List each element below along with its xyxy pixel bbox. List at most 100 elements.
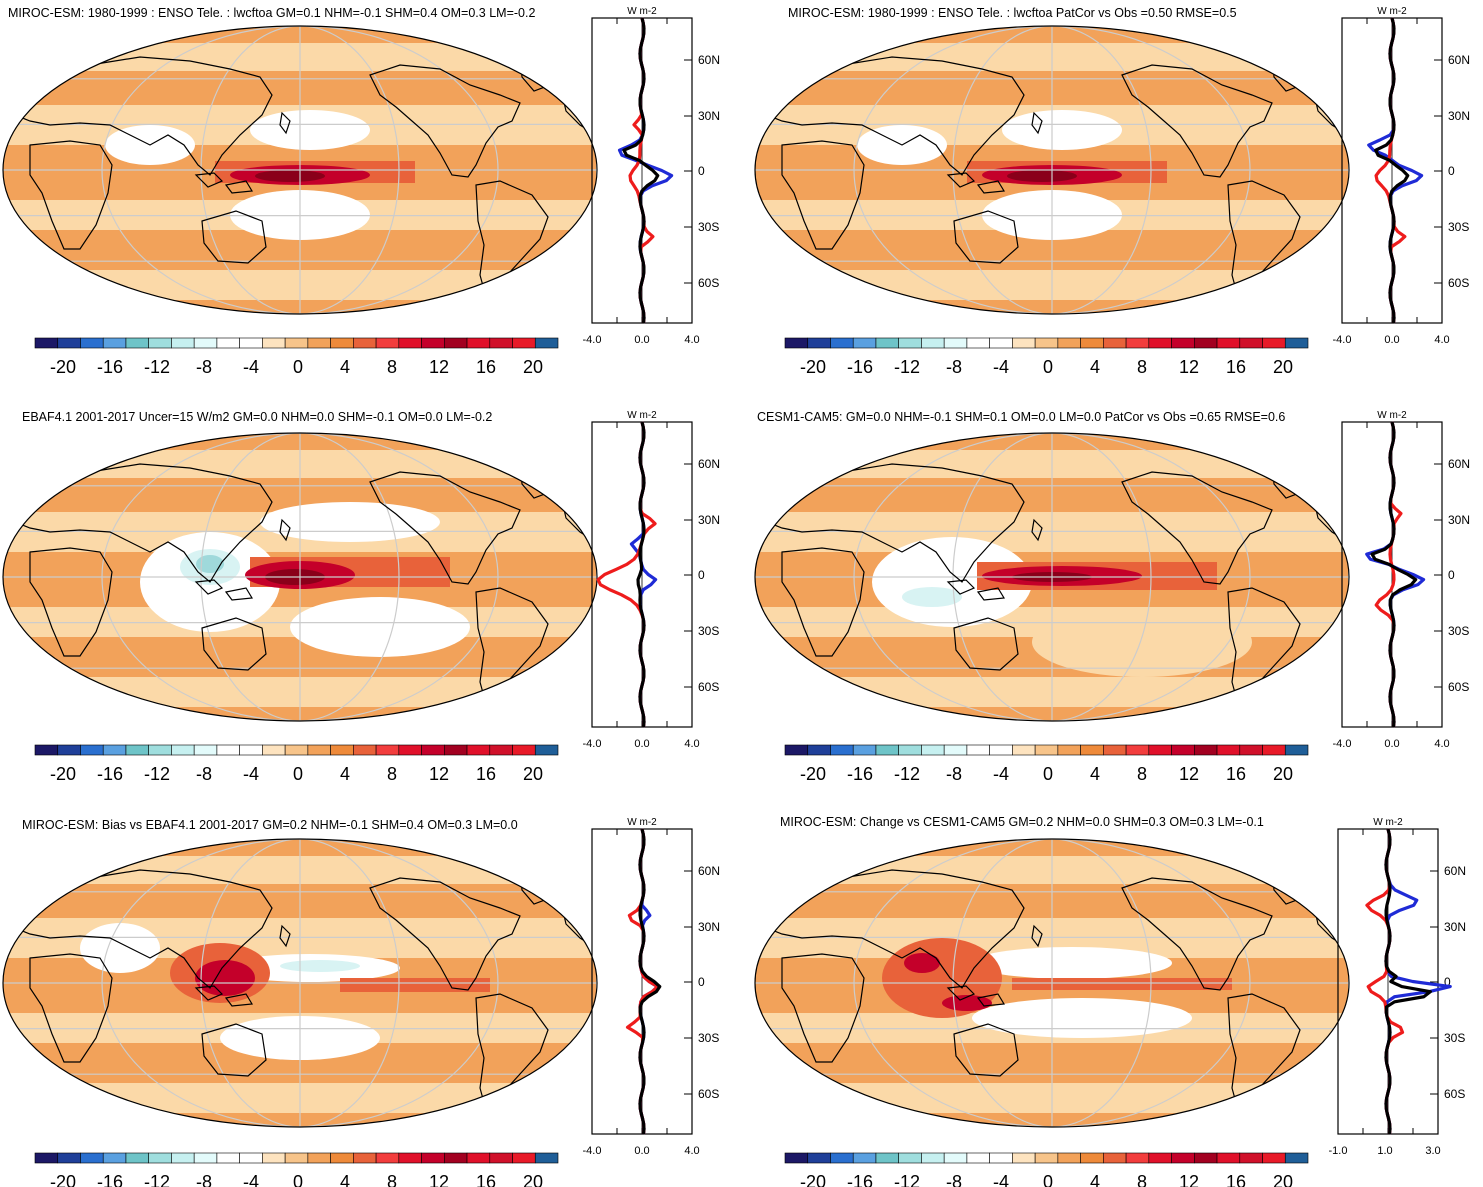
colorbar-label: 8 [387,764,397,784]
map-outline [754,25,1350,315]
panel-6-title: MIROC-ESM: Change vs CESM1-CAM5 GM=0.2 N… [780,815,1264,829]
colorbar-swatch [34,337,59,349]
profile-lat-label: 60N [698,53,720,67]
coastline [1121,877,1273,991]
profile-x-label: 0.0 [1384,738,1399,750]
colorbar-swatch [1262,1152,1286,1164]
colorbar-swatch [489,337,513,349]
coastline [1031,924,1043,948]
colorbar-label: -20 [800,1172,826,1187]
colorbar-swatch [57,744,81,756]
panel-2-zonal-profile: W m-2 60N 30N 0 30S 60S -4.0 0.0 4.0 [1333,6,1471,346]
colorbar-swatch [193,337,218,349]
colorbar-label: 4 [340,1172,350,1187]
graticule-meridian [952,433,1053,721]
colorbar-label: 4 [1090,764,1100,784]
panel-3-title: EBAF4.1 2001-2017 Uncer=15 W/m2 GM=0.0 N… [22,410,492,424]
colorbar-label: -16 [97,357,123,377]
profile-x-label: 1.0 [1377,1145,1392,1157]
colorbar-swatch [1125,1152,1150,1164]
colorbar-label: -8 [946,357,962,377]
profile-series-black [1370,421,1418,728]
panel-1-zonal-profile: W m-2 60N 30N 0 30S 60S -4.0 0.0 4.0 [583,6,721,346]
coastline [946,985,976,1001]
colorbar-swatch [353,337,377,349]
colorbar-label: 20 [523,1172,543,1187]
colorbar-label: 16 [1226,357,1246,377]
colorbar-swatch [34,744,59,756]
colorbar-swatch [1125,744,1150,756]
field-region [3,1083,596,1113]
colorbar-label: -20 [50,357,76,377]
graticule-meridian [200,26,301,314]
colorbar-label: 12 [1179,357,1199,377]
profile-units: W m-2 [627,6,657,17]
coastline [29,140,113,250]
profile-lat-label: 30N [698,513,720,527]
coastline [279,111,291,135]
profile-lat-label: 60N [698,457,720,471]
panel-6-zonal-profile: W m-2 60N 30N 0 30S 60S -1.0 1.0 3.0 [1329,817,1467,1157]
colorbar-swatch [1034,1152,1059,1164]
profile-lat-label: 60S [698,680,719,694]
profile-x-label: 4.0 [1434,334,1449,346]
colorbar-swatch [1057,744,1081,756]
profile-x-label: -4.0 [1333,334,1352,346]
colorbar-swatch [1034,744,1059,756]
colorbar-swatch [807,337,831,349]
colorbar-swatch [512,744,536,756]
coastline [224,180,254,194]
colorbar-swatch [1103,744,1127,756]
colorbar-swatch [330,337,354,349]
panel-1: MIROC-ESM: 1980-1999 : ENSO Tele. : lwcf… [2,6,721,377]
profile-lat-label: 0 [698,568,705,582]
colorbar-swatch [921,337,945,349]
colorbar-swatch [830,744,854,756]
map-outline [754,432,1350,722]
colorbar-swatch [1057,337,1081,349]
colorbar-swatch [102,744,127,756]
profile-x-label: 0.0 [634,738,649,750]
panel-3-zonal-profile: W m-2 60N 30N 0 30S 60S -4.0 0.0 4.0 [583,410,721,750]
colorbar-swatch [966,1152,990,1164]
field-region [3,677,596,707]
field-region [250,110,370,150]
colorbar-label: -4 [243,764,259,784]
colorbar-swatch [125,337,149,349]
colorbar-swatch [330,744,354,756]
coastline [781,140,865,250]
colorbar-label: 0 [1043,1172,1053,1187]
colorbar-label: -20 [50,1172,76,1187]
map-outline [2,432,598,722]
graticule-meridian [1051,839,1251,1127]
profile-series-black [622,17,660,324]
profile-x-label: -4.0 [583,334,602,346]
graticule-meridian [299,26,499,314]
colorbar-label: -8 [196,1172,212,1187]
field-region [80,923,160,973]
panel-5-title: MIROC-ESM: Bias vs EBAF4.1 2001-2017 GM=… [22,818,518,832]
graticule [755,26,1348,314]
panel-4-map [754,432,1350,722]
colorbar-swatch [1034,337,1059,349]
graticule-meridian [200,839,301,1127]
profile-lat-label: 30S [1444,1031,1465,1045]
profile-series-blue [1367,17,1424,324]
colorbar-swatch [80,1152,104,1164]
colorbar-swatch [489,1152,513,1164]
colorbar-swatch [171,1152,195,1164]
coastline [29,547,113,657]
colorbar-swatch [375,1152,400,1164]
colorbar-swatch [807,744,831,756]
field-region [290,597,470,657]
coastline [201,1023,267,1077]
coastlines [755,50,1349,299]
colorbar-swatch [1262,744,1286,756]
colorbar-swatch [34,1152,59,1164]
colorbar-label: -4 [993,357,1009,377]
colorbar-swatch [148,744,172,756]
colorbar-label: 16 [476,357,496,377]
colorbar-swatch [966,337,990,349]
coastline [279,924,291,948]
